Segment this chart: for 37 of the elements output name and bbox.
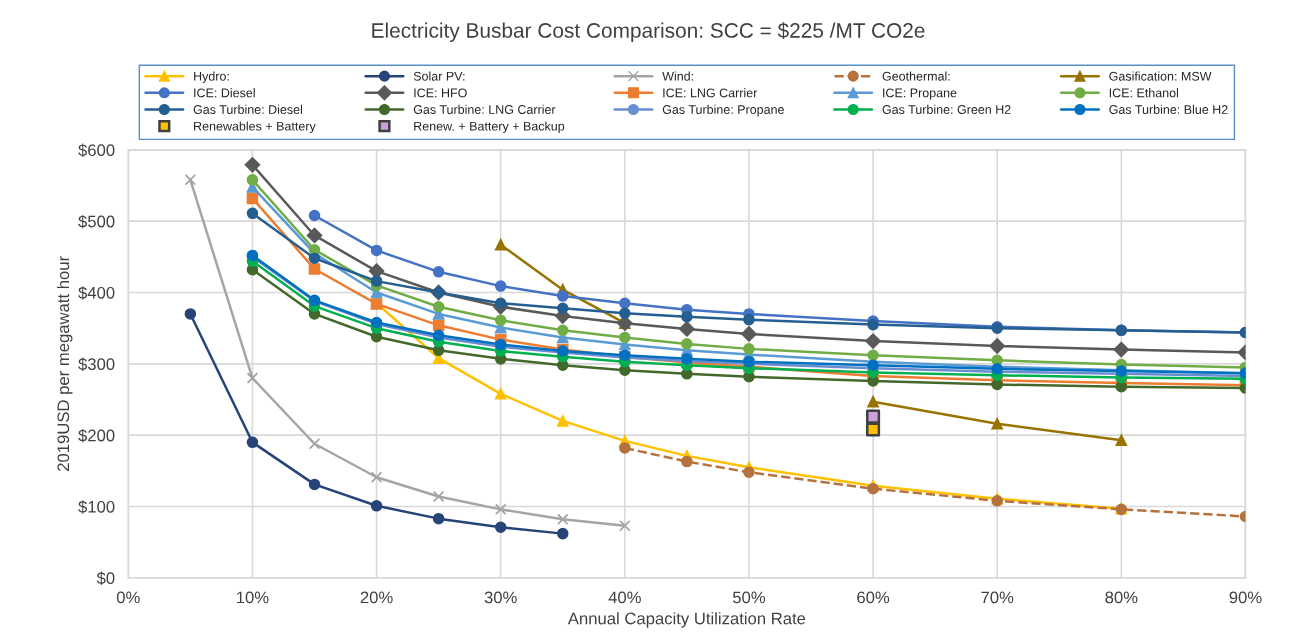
x-tick-label: 0% bbox=[116, 591, 140, 604]
x-axis-title: Annual Capacity Utilization Rate bbox=[567, 612, 806, 628]
x-tick-label: 20% bbox=[360, 591, 393, 604]
legend-label: ICE: Ethanol bbox=[1109, 88, 1179, 98]
legend-label: ICE: HFO bbox=[414, 88, 467, 98]
legend-label: Hydro: bbox=[194, 71, 229, 84]
legend-label: Gas Turbine: Blue H2 bbox=[1109, 104, 1228, 114]
x-tick-label: 60% bbox=[857, 591, 890, 604]
legend-label: Geothermal: bbox=[882, 71, 950, 81]
x-tick-label: 30% bbox=[484, 591, 517, 604]
legend-label: Gasification: MSW bbox=[1109, 71, 1212, 81]
x-tick-label: 70% bbox=[981, 591, 1014, 604]
legend-label: Solar PV: bbox=[413, 71, 465, 81]
y-tick-label: $300 bbox=[78, 357, 115, 372]
legend-label: Gas Turbine: Green H2 bbox=[882, 104, 1011, 114]
legend-label: Renew. + Battery + Backup bbox=[414, 121, 565, 134]
legend-label: Gas Turbine: Diesel bbox=[193, 104, 303, 114]
legend-label: ICE: LNG Carrier bbox=[663, 88, 758, 98]
x-tick-label: 80% bbox=[1105, 591, 1138, 604]
y-tick-label: $200 bbox=[78, 428, 115, 443]
y-tick-label: $600 bbox=[78, 143, 115, 158]
y-tick-label: $500 bbox=[78, 214, 115, 229]
legend-label: ICE: Diesel bbox=[194, 88, 255, 98]
y-tick-label: $100 bbox=[78, 500, 115, 514]
chart-title: Electricity Busbar Cost Comparison: SCC = $225 /MT CO2e bbox=[372, 22, 925, 42]
legend-label: Gas Turbine: LNG Carrier bbox=[413, 104, 556, 114]
legend-label: Wind: bbox=[662, 71, 693, 81]
y-tick-label: $0 bbox=[96, 571, 115, 586]
y-tick-label: $400 bbox=[78, 286, 115, 300]
legend-label: Gas Turbine: Propane bbox=[662, 104, 784, 117]
x-tick-label: 40% bbox=[608, 591, 641, 604]
x-tick-label: 50% bbox=[732, 591, 766, 604]
x-tick-label: 90% bbox=[1229, 591, 1262, 604]
y-axis-title: 2019USD per megawatt hour bbox=[56, 256, 73, 471]
legend-label: Renewables + Battery bbox=[194, 121, 316, 134]
x-tick-label: 10% bbox=[237, 591, 269, 604]
legend-label: ICE: Propane bbox=[883, 88, 957, 100]
